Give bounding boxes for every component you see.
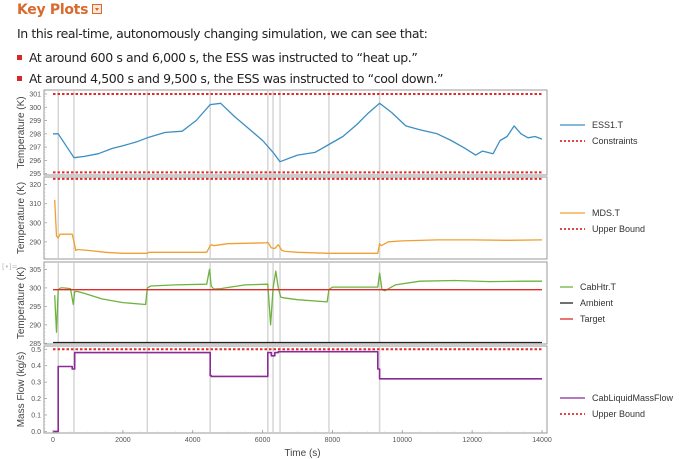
legend-item: Upper Bound bbox=[560, 409, 645, 419]
bullet-square-icon bbox=[17, 55, 22, 60]
series-line bbox=[53, 350, 542, 433]
y-axis-label: Temperature (K) bbox=[16, 182, 27, 254]
section-heading: Key Plots bbox=[17, 2, 103, 18]
y-tick-label: 301 bbox=[29, 91, 41, 98]
x-tick-label: 12000 bbox=[462, 437, 482, 444]
y-tick-label: 290 bbox=[29, 322, 41, 329]
legend-label: Constraints bbox=[592, 136, 638, 146]
x-tick-label: 0 bbox=[51, 437, 55, 444]
y-axis-label: Temperature (K) bbox=[16, 267, 27, 339]
bullet-item: At around 4,500 s and 9,500 s, the ESS w… bbox=[17, 71, 444, 86]
legend-item: Upper Bound bbox=[560, 224, 645, 234]
legend-label: CabLiquidMassFlow bbox=[592, 393, 674, 403]
x-tick-label: 10000 bbox=[393, 437, 413, 444]
y-axis-label: Temperature (K) bbox=[16, 96, 27, 168]
legend-item: Constraints bbox=[560, 136, 638, 146]
legend-label: Upper Bound bbox=[592, 409, 645, 419]
x-tick-label: 8000 bbox=[325, 437, 341, 444]
legend-label: ESS1.T bbox=[592, 120, 624, 130]
y-tick-label: 285 bbox=[29, 341, 41, 348]
y-tick-label: 0.4 bbox=[31, 363, 41, 370]
y-tick-label: 300 bbox=[29, 220, 41, 227]
y-tick-label: 295 bbox=[29, 304, 41, 311]
legend-label: MDS.T bbox=[592, 208, 621, 218]
panel-frame bbox=[43, 89, 548, 176]
y-tick-label: 0.0 bbox=[31, 429, 41, 436]
chart-panel-4: 0.0 0.1 0.2 0.3 0.4 0.5 Mass Flow (kg/s) CabLiq… bbox=[16, 345, 674, 459]
y-tick-label: 299 bbox=[29, 118, 41, 125]
y-tick-label: 0.5 bbox=[31, 347, 41, 354]
legend-item: CabHtr.T bbox=[560, 282, 617, 292]
legend-label: Upper Bound bbox=[592, 224, 645, 234]
y-tick-label: 305 bbox=[29, 267, 41, 274]
series-ess1-t bbox=[53, 102, 543, 163]
y-tick-label: 296 bbox=[29, 158, 41, 165]
y-tick-label: 300 bbox=[29, 105, 41, 112]
legend-label: Target bbox=[580, 314, 606, 324]
y-tick-label: 0.2 bbox=[31, 396, 41, 403]
legend-item: CabLiquidMassFlow bbox=[560, 393, 674, 403]
panel-frame bbox=[43, 261, 548, 345]
series-mds-t bbox=[54, 199, 543, 254]
series-line bbox=[54, 268, 542, 333]
section-title: Key Plots bbox=[17, 2, 89, 18]
legend-label: Ambient bbox=[580, 298, 614, 308]
bullet-text: At around 600 s and 6,000 s, the ESS was… bbox=[29, 50, 418, 65]
x-axis-label: Time (s) bbox=[284, 448, 320, 459]
dropdown-toggle-icon[interactable] bbox=[92, 4, 103, 14]
legend-item: Target bbox=[560, 314, 606, 324]
series-cabliquidmassflow bbox=[53, 350, 542, 433]
y-tick-label: 0.1 bbox=[31, 412, 41, 419]
series-line bbox=[54, 199, 543, 254]
bullet-square-icon bbox=[17, 76, 22, 81]
x-tick-label: 14000 bbox=[532, 437, 552, 444]
y-tick-label: 298 bbox=[29, 131, 41, 138]
y-tick-label: 290 bbox=[29, 239, 41, 246]
cell-bracket-marker[interactable]: [•]= bbox=[2, 263, 18, 271]
y-tick-label: 310 bbox=[29, 201, 41, 208]
series-constraints bbox=[53, 92, 542, 174]
y-tick-label: 297 bbox=[29, 145, 41, 152]
intro-text: In this real-time, autonomously changing… bbox=[17, 26, 428, 41]
bullet-text: At around 4,500 s and 9,500 s, the ESS w… bbox=[29, 71, 444, 86]
legend-item: ESS1.T bbox=[560, 120, 624, 130]
y-axis-label: Mass Flow (kg/s) bbox=[16, 352, 27, 428]
legend-label: CabHtr.T bbox=[580, 282, 617, 292]
bullet-item: At around 600 s and 6,000 s, the ESS was… bbox=[17, 50, 418, 65]
y-tick-label: 0.3 bbox=[31, 380, 41, 387]
panel-frame bbox=[43, 176, 548, 260]
x-tick-label: 6000 bbox=[255, 437, 271, 444]
panel-frame bbox=[43, 345, 548, 434]
legend-item: Ambient bbox=[560, 298, 614, 308]
x-tick-label: 4000 bbox=[185, 437, 201, 444]
x-tick-label: 2000 bbox=[115, 437, 131, 444]
series-cabhtr-t bbox=[54, 268, 542, 333]
y-tick-label: 295 bbox=[29, 171, 41, 178]
y-tick-label: 320 bbox=[29, 182, 41, 189]
legend-item: MDS.T bbox=[560, 208, 621, 218]
series-line bbox=[53, 102, 543, 163]
y-tick-label: 300 bbox=[29, 285, 41, 292]
